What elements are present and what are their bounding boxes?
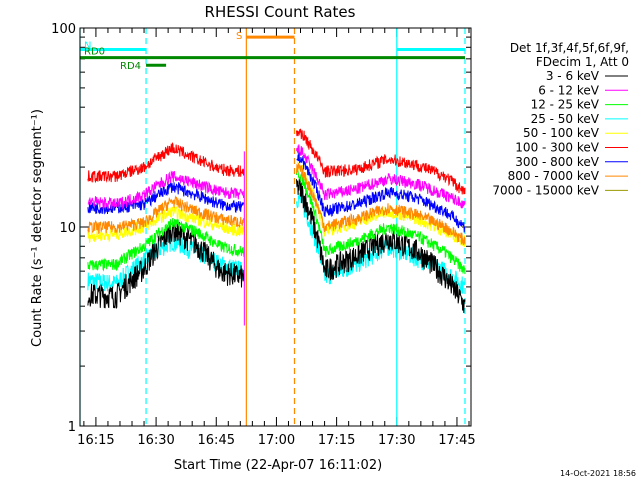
legend-label-3: 25 - 50 keV [531, 112, 600, 126]
x-tick-label-0: 16:15 [77, 433, 114, 448]
annotation-label-2: RD0 [84, 47, 105, 58]
legend-label-5: 100 - 300 keV [515, 141, 599, 155]
x-tick-label-4: 17:15 [318, 433, 355, 448]
legend-header-1: Det 1f,3f,4f,5f,6f,9f, [510, 41, 629, 55]
legend-label-6: 300 - 800 keV [515, 155, 599, 169]
x-tick-label-1: 16:30 [137, 433, 174, 448]
series-line-7-1 [296, 163, 466, 246]
series-line-6-0 [87, 181, 245, 215]
timestamp: 14-Oct-2021 18:56 [560, 469, 636, 478]
legend-header-2: FDecim 1, Att 0 [536, 55, 629, 69]
y-axis-label: Count Rate (s⁻¹ detector segment⁻¹) [30, 109, 45, 347]
series-line-6-1 [296, 151, 466, 233]
series-line-2-0 [87, 217, 245, 272]
x-tick-label-2: 16:45 [198, 433, 235, 448]
series-line-1-0 [87, 170, 245, 210]
series-line-1-1 [296, 144, 466, 209]
series-line-3-0 [87, 233, 245, 292]
series-line-4-1 [296, 161, 466, 247]
x-tick-label-5: 17:30 [378, 433, 415, 448]
legend-label-7: 800 - 7000 keV [508, 169, 600, 183]
legend-label-2: 12 - 25 keV [531, 98, 600, 112]
chart-title: RHESSI Count Rates [205, 3, 356, 21]
legend-label-1: 6 - 12 keV [538, 83, 600, 97]
x-tick-label-6: 17:45 [438, 433, 475, 448]
series-line-0-1 [296, 178, 466, 314]
x-tick-label-3: 17:00 [258, 433, 295, 448]
series-line-0-0 [87, 218, 245, 309]
series-line-2-1 [296, 168, 466, 275]
series-line-4-0 [87, 206, 245, 244]
annotation-label-3: RD4 [120, 61, 141, 72]
annotation-label-0: N [84, 40, 91, 51]
plot-frame [79, 27, 472, 427]
legend-label-8: 7000 - 15000 keV [492, 183, 599, 197]
y-tick-label-2: 100 [51, 22, 76, 37]
series-line-7-0 [87, 195, 245, 235]
y-tick-label-0: 1 [68, 420, 76, 435]
series-line-5-0 [87, 141, 245, 184]
x-axis-label: Start Time (22-Apr-07 16:11:02) [174, 458, 382, 473]
series-line-5-1 [296, 128, 466, 195]
legend-label-0: 3 - 6 keV [546, 69, 600, 83]
y-tick-label-1: 10 [59, 221, 76, 236]
annotation-label-4: S [236, 31, 242, 42]
plot-area: 1 10 100 16:15 16:30 16:45 17:00 17:15 17:30 17:4… [51, 22, 476, 448]
legend-label-4: 50 - 100 keV [523, 126, 600, 140]
